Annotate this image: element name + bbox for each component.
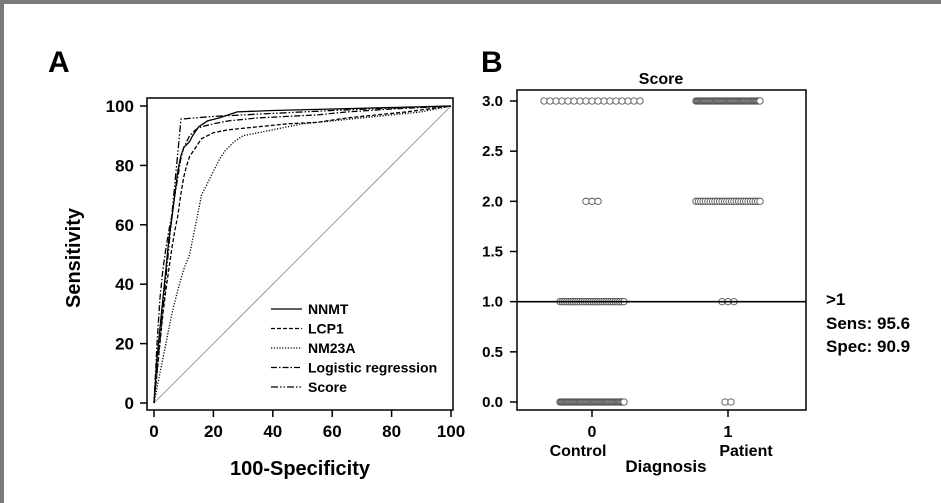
score-x-tick-label: 1 xyxy=(724,424,733,441)
roc-curve-score xyxy=(153,105,452,404)
score-point xyxy=(558,97,566,105)
score-point xyxy=(727,398,735,406)
roc-x-tick-label: 60 xyxy=(323,422,342,441)
legend-label: Score xyxy=(308,379,347,395)
roc-y-tick-label: 80 xyxy=(115,156,134,175)
score-y-tick-label: 0.0 xyxy=(482,394,503,411)
panel-label-a: A xyxy=(48,46,70,79)
score-point xyxy=(588,97,596,105)
score-x-ticks: 0 Control 1 Patient xyxy=(550,410,773,460)
score-point xyxy=(594,197,602,205)
legend-label: NNMT xyxy=(308,301,349,317)
score-points xyxy=(540,97,764,406)
score-point xyxy=(540,97,548,105)
score-point xyxy=(630,97,638,105)
score-point xyxy=(600,97,608,105)
score-point xyxy=(546,97,554,105)
score-y-tick-label: 1.5 xyxy=(482,244,503,261)
score-y-tick-label: 2.0 xyxy=(482,193,503,210)
score-point xyxy=(606,97,614,105)
score-point xyxy=(582,97,590,105)
cutoff-label: >1 xyxy=(826,290,845,309)
score-chart-title: Score xyxy=(639,71,684,88)
score-point xyxy=(576,97,584,105)
score-x-axis-title: Diagnosis xyxy=(625,457,706,476)
roc-x-tick-label: 100 xyxy=(437,422,465,441)
score-point xyxy=(582,197,590,205)
score-point xyxy=(594,97,602,105)
score-point xyxy=(756,97,764,105)
score-group-name: Patient xyxy=(719,443,773,460)
score-point xyxy=(588,197,596,205)
score-point xyxy=(618,97,626,105)
score-group-name: Control xyxy=(550,443,607,460)
score-point xyxy=(612,97,620,105)
roc-curves xyxy=(153,105,452,404)
specificity-annotation: Spec: 90.9 xyxy=(826,337,910,356)
roc-y-tick-label: 40 xyxy=(115,275,134,294)
roc-x-ticks: 0 20 40 60 80 100 xyxy=(149,410,465,441)
score-x-tick-label: 0 xyxy=(588,424,597,441)
roc-x-tick-label: 0 xyxy=(149,422,158,441)
legend-label: Logistic regression xyxy=(308,360,437,376)
roc-x-tick-label: 20 xyxy=(204,422,223,441)
roc-curve-nm23a xyxy=(153,105,452,404)
roc-y-ticks: 0 20 40 60 80 100 xyxy=(106,97,147,413)
roc-y-tick-label: 20 xyxy=(115,335,134,354)
roc-y-tick-label: 60 xyxy=(115,216,134,235)
score-point xyxy=(564,97,572,105)
score-y-ticks: 0.0 0.5 1.0 1.5 2.0 2.5 3.0 xyxy=(482,93,517,411)
roc-x-tick-label: 40 xyxy=(263,422,282,441)
score-point xyxy=(552,97,560,105)
roc-plot-area xyxy=(146,97,454,411)
sensitivity-annotation: Sens: 95.6 xyxy=(826,314,910,333)
roc-y-tick-label: 100 xyxy=(106,97,134,116)
score-point xyxy=(620,398,628,406)
score-y-tick-label: 2.5 xyxy=(482,143,503,160)
roc-curve-logistic-regression xyxy=(153,105,452,404)
score-chart: Score 0.0 0.5 1.0 1.5 2.0 2.5 3.0 0 Control 1 Pat… xyxy=(482,71,910,476)
panel-label-b: B xyxy=(481,46,503,79)
score-y-tick-label: 0.5 xyxy=(482,344,503,361)
roc-y-axis-title: Sensitivity xyxy=(63,207,85,308)
score-point xyxy=(624,97,632,105)
legend-label: NM23A xyxy=(308,340,355,356)
score-y-tick-label: 3.0 xyxy=(482,93,503,110)
roc-chart: 0 20 40 60 80 100 0 20 40 60 80 100 NNMT LCP1 NM23A L… xyxy=(63,97,465,480)
roc-y-tick-label: 0 xyxy=(125,394,134,413)
roc-x-tick-label: 80 xyxy=(382,422,401,441)
legend-label: LCP1 xyxy=(308,321,344,337)
roc-reference-diagonal xyxy=(153,105,452,404)
score-point xyxy=(756,197,764,205)
roc-legend: NNMT LCP1 NM23A Logistic regression Score xyxy=(271,301,437,395)
score-point xyxy=(721,398,729,406)
score-plot-area xyxy=(516,89,807,411)
score-point xyxy=(636,97,644,105)
score-y-tick-label: 1.0 xyxy=(482,294,503,311)
roc-x-axis-title: 100-Specificity xyxy=(230,458,371,480)
score-point xyxy=(570,97,578,105)
